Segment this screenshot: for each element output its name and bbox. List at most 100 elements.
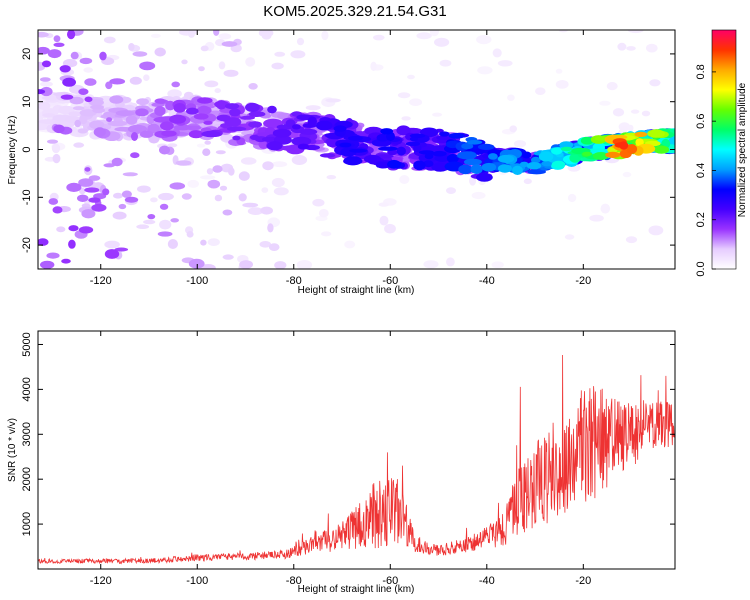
spectrogram-cell <box>229 108 241 117</box>
spectrogram-cell <box>582 151 593 157</box>
spectrogram-cell <box>634 131 648 138</box>
spectrogram-x-tick-label: -80 <box>286 275 302 287</box>
spectrogram-cell <box>207 238 220 247</box>
spectrogram-cell <box>396 146 406 156</box>
spectrogram-cell <box>212 165 223 173</box>
spectrogram-cell <box>512 165 523 175</box>
snr-x-label: Height of straight line (km) <box>298 584 415 595</box>
spectrogram-cell <box>199 105 209 112</box>
spectrogram-cell <box>291 155 308 165</box>
spectrogram-y-ticks: -20 -10 0 10 20 <box>21 48 675 253</box>
spectrogram-cell <box>74 119 81 128</box>
spectrogram-cell <box>78 88 89 95</box>
spectrogram-cell <box>68 239 76 249</box>
snr-x-tick-label: -40 <box>479 575 495 587</box>
spectrogram-cell <box>396 125 411 136</box>
spectrogram-cell <box>106 117 113 122</box>
spectrogram-cell <box>646 43 658 53</box>
spectrogram-cell <box>627 30 644 34</box>
spectrogram-cell <box>136 224 150 229</box>
spectrogram-y-tick-label: -10 <box>21 189 33 205</box>
spectrogram-cell <box>51 143 61 154</box>
spectrogram-cell <box>221 41 238 47</box>
spectrogram-cell <box>378 202 390 207</box>
snr-x-tick-label: -60 <box>382 575 398 587</box>
spectrogram-cell <box>40 260 55 269</box>
spectrogram-cell <box>213 30 220 36</box>
spectrogram-cell <box>617 42 627 51</box>
spectrogram-cell <box>290 50 306 59</box>
spectrogram-cell <box>291 136 312 146</box>
spectrogram-cell <box>136 98 150 106</box>
spectrogram-cell <box>173 103 186 113</box>
spectrogram-cell <box>72 106 85 111</box>
spectrogram-cell <box>238 171 250 181</box>
spectrogram-cell <box>446 257 455 267</box>
spectrogram-cell <box>409 133 426 139</box>
spectrogram-cell <box>600 203 611 214</box>
spectrogram-cell <box>154 47 166 57</box>
spectrogram-cell <box>649 79 661 87</box>
spectrogram-cell <box>271 62 284 70</box>
spectrogram-cell <box>559 141 574 149</box>
spectrogram-y-tick-label: -20 <box>21 237 33 253</box>
spectrogram-cell <box>38 101 51 110</box>
spectrogram-cell <box>567 193 577 203</box>
spectrogram-cell <box>118 203 127 210</box>
spectrogram-cell <box>70 51 79 60</box>
spectrogram-cell <box>424 153 434 160</box>
spectrogram-cell <box>165 100 176 111</box>
spectrogram-cell <box>88 99 104 106</box>
spectrogram-cell <box>409 98 423 106</box>
spectrogram-cell <box>619 141 629 150</box>
spectrogram-cell <box>226 126 247 132</box>
spectrogram-cell <box>169 182 186 190</box>
snr-y-tick-label: 4000 <box>21 377 33 401</box>
spectrogram-cell <box>641 110 651 117</box>
spectrogram-cell <box>84 167 91 172</box>
spectrogram-cell <box>379 215 389 226</box>
spectrogram-cell <box>627 124 634 132</box>
spectrogram-cell <box>647 129 665 138</box>
spectrogram-cell <box>99 51 107 61</box>
spectrogram-cell <box>560 146 573 152</box>
snr-panel: -120 -100 -80 -60 -40 -20 1000 2000 3000 4000 500… <box>7 330 676 595</box>
spectrogram-cell <box>513 140 527 148</box>
spectrogram-cell <box>248 111 266 117</box>
spectrogram-cell <box>242 202 259 208</box>
spectrogram-cell <box>387 159 401 169</box>
spectrogram-cell <box>526 162 542 170</box>
colorbar-tick-label: 0.0 <box>695 261 707 276</box>
spectrogram-cell <box>196 143 206 148</box>
spectrogram-cell <box>223 69 239 77</box>
spectrogram-cell <box>222 254 234 260</box>
spectrogram-cell <box>52 153 61 164</box>
spectrogram-y-label: Frequency (Hz) <box>7 116 18 185</box>
spectrogram-cell <box>67 30 76 40</box>
spectrogram-cell <box>535 87 546 95</box>
spectrogram-cell <box>238 193 247 202</box>
spectrogram-cell <box>239 115 256 120</box>
spectrogram-cell <box>219 185 228 191</box>
colorbar-tick-label: 0.8 <box>695 64 707 79</box>
spectrogram-cell <box>367 156 378 165</box>
spectrogram-cell <box>476 173 493 182</box>
spectrogram-cell <box>38 31 49 38</box>
snr-x-tick-label: -120 <box>90 575 112 587</box>
spectrogram-cell <box>186 107 199 115</box>
spectrogram-cell <box>103 36 116 44</box>
spectrogram-x-ticks: -120 -100 -80 -60 -40 -20 <box>90 30 591 287</box>
spectrogram-cell <box>214 88 221 94</box>
spectrogram-cell <box>107 120 128 127</box>
spectrogram-cell <box>197 97 213 104</box>
spectrogram-cell <box>188 30 195 38</box>
spectrogram-cell <box>167 143 178 148</box>
spectrogram-cell <box>312 198 325 207</box>
spectrogram-cell <box>39 77 51 82</box>
spectrogram-cell <box>131 132 138 141</box>
spectrogram-cell <box>158 192 174 201</box>
spectrogram-cell <box>267 223 274 233</box>
spectrogram-cell <box>167 89 182 99</box>
spectrogram-cell <box>56 226 66 233</box>
